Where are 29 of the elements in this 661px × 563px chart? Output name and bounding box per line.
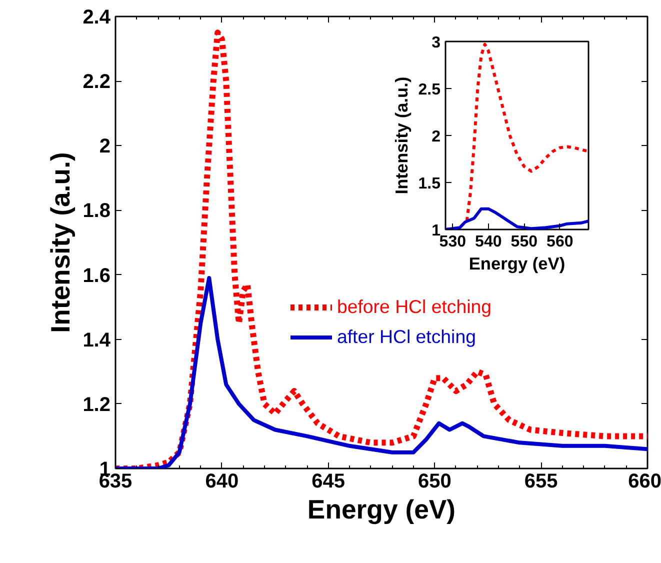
y-tick-label: 2 [99,136,110,158]
y-tick-label: 1 [432,222,441,240]
x-tick-label: 540 [475,234,502,250]
x-tick-label: 650 [418,470,452,492]
x-axis-title: Energy (eV) [307,494,456,524]
y-tick-label: 1.6 [82,264,111,287]
y-tick-label: 3 [432,34,441,52]
x-tick-label: 660 [628,470,661,492]
x-tick-label: 655 [524,470,558,492]
x-tick-label: 530 [439,234,466,250]
y-tick-label: 2 [432,128,441,146]
y-axis-title: Intensity (a.u.) [391,76,412,194]
y-tick-label: 1.5 [418,176,441,192]
x-tick-label: 560 [546,234,574,250]
x-tick-label: 550 [510,234,538,250]
legend-label: after HCl etching [337,326,476,348]
y-tick-label: 1.8 [82,200,111,222]
line-series [446,42,588,230]
y-tick-label: 1.2 [82,394,111,416]
x-tick-label: 645 [312,470,345,492]
y-tick-label: 2.4 [82,6,112,28]
y-tick-label: 2.5 [418,82,441,98]
y-axis-title: Intensity (a.u.) [46,152,76,333]
y-tick-label: 1.4 [82,329,112,352]
line-series [446,207,588,230]
x-axis-title: Energy (eV) [468,254,566,274]
legend-label: before HCl etching [337,296,492,318]
x-tick-label: 640 [205,470,239,492]
y-tick-label: 2.2 [82,71,111,94]
